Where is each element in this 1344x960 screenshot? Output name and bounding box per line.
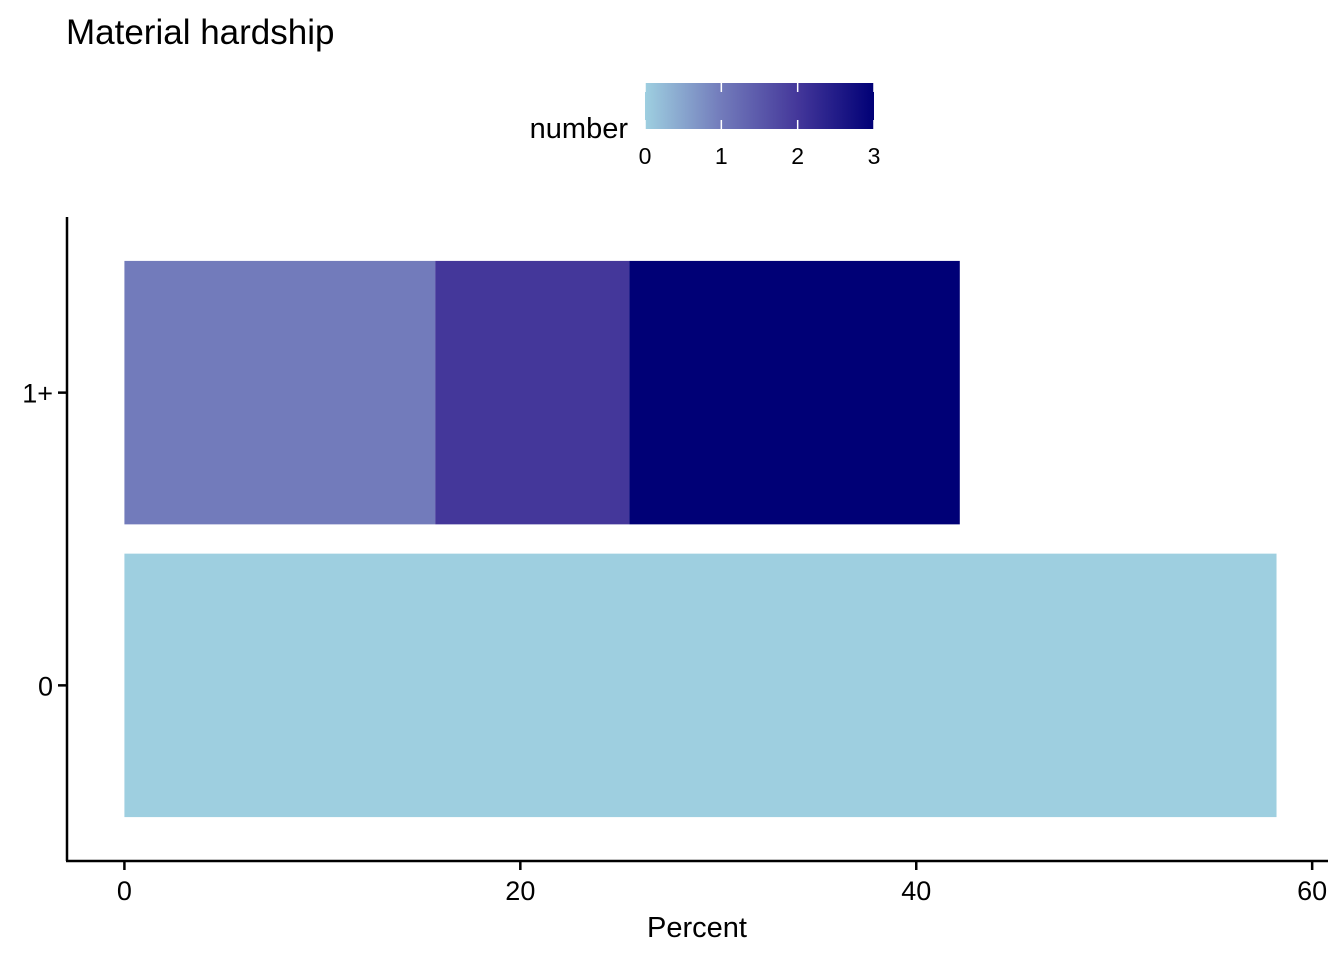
bars [124,260,1277,818]
legend-tick-label: 3 [868,143,881,169]
bar-segment-1plus-number-2 [435,260,630,525]
bar-segment-1plus-number-1 [124,260,436,525]
legend-title: number [530,113,629,145]
legend-colorbar [645,83,874,129]
bar-segment-1plus-number-3 [629,260,960,525]
y-tick-label: 0 [38,671,53,701]
legend-tick-label: 1 [715,143,728,169]
chart-title: Material hardship [66,13,334,52]
x-tick-label: 20 [505,876,535,906]
legend: number 0 1 2 3 [530,83,881,169]
legend-tick-label: 0 [639,143,652,169]
y-tick-label: 1+ [22,379,53,409]
bar-segment-0-number-0 [124,553,1277,818]
x-axis-label: Percent [647,912,747,944]
x-tick-label: 60 [1297,876,1327,906]
x-tick-label: 40 [901,876,931,906]
legend-tick-label: 2 [791,143,804,169]
x-tick-label: 0 [117,876,132,906]
